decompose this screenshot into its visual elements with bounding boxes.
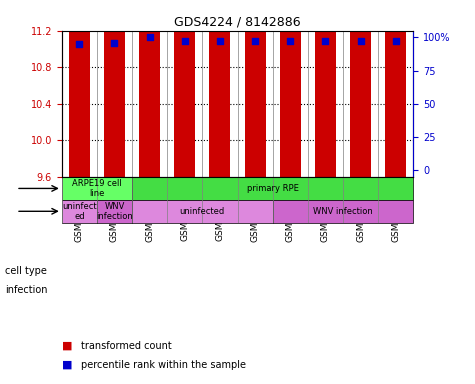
FancyBboxPatch shape (132, 177, 413, 200)
Point (111, 40, 118, 46)
Bar (385, 0, 406, 177)
Point (181, 38, 189, 45)
FancyBboxPatch shape (62, 177, 132, 200)
FancyBboxPatch shape (97, 200, 132, 223)
Point (146, 34, 153, 40)
Bar (104, 0, 125, 177)
Text: uninfect
ed: uninfect ed (62, 202, 96, 221)
FancyBboxPatch shape (62, 200, 97, 223)
Text: WNV infection: WNV infection (313, 207, 373, 216)
Text: ■: ■ (62, 360, 72, 370)
Text: percentile rank within the sample: percentile rank within the sample (81, 360, 246, 370)
Point (216, 38, 224, 45)
Point (251, 38, 259, 45)
Point (357, 38, 364, 45)
Bar (174, 0, 195, 177)
Bar (280, 0, 301, 177)
Text: ARPE19 cell
line: ARPE19 cell line (72, 179, 122, 198)
Text: transformed count: transformed count (81, 341, 171, 351)
Point (392, 38, 399, 45)
FancyBboxPatch shape (132, 200, 273, 223)
FancyBboxPatch shape (273, 200, 413, 223)
Bar (245, 0, 266, 177)
Point (322, 38, 329, 45)
Text: cell type: cell type (5, 266, 47, 276)
Bar (69, 0, 90, 177)
Text: WNV
infection: WNV infection (96, 202, 133, 221)
Text: ■: ■ (62, 341, 72, 351)
Bar (209, 0, 230, 177)
Bar (315, 0, 336, 177)
Text: infection: infection (5, 285, 47, 295)
Title: GDS4224 / 8142886: GDS4224 / 8142886 (174, 15, 301, 28)
Point (76, 41, 83, 47)
Text: uninfected: uninfected (180, 207, 225, 216)
Bar (350, 0, 371, 177)
Text: primary RPE: primary RPE (247, 184, 299, 193)
Bar (139, 0, 160, 177)
Point (286, 38, 294, 45)
